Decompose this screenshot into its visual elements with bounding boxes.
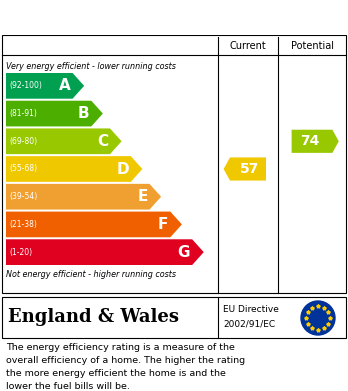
Text: (92-100): (92-100): [9, 81, 42, 90]
Text: B: B: [78, 106, 89, 121]
Text: (39-54): (39-54): [9, 192, 37, 201]
Polygon shape: [6, 184, 161, 210]
Polygon shape: [6, 239, 204, 265]
Text: 2002/91/EC: 2002/91/EC: [223, 319, 275, 328]
Text: F: F: [158, 217, 168, 232]
Text: 57: 57: [240, 162, 260, 176]
Text: Current: Current: [230, 41, 266, 51]
Text: England & Wales: England & Wales: [8, 308, 179, 326]
Polygon shape: [292, 130, 339, 153]
Text: Not energy efficient - higher running costs: Not energy efficient - higher running co…: [6, 270, 176, 279]
Text: 74: 74: [300, 134, 320, 148]
Text: Energy Efficiency Rating: Energy Efficiency Rating: [63, 10, 285, 25]
Text: EU Directive: EU Directive: [223, 305, 279, 314]
Text: (21-38): (21-38): [9, 220, 37, 229]
Polygon shape: [6, 73, 84, 99]
Polygon shape: [6, 212, 182, 237]
Text: Very energy efficient - lower running costs: Very energy efficient - lower running co…: [6, 62, 176, 71]
Text: (1-20): (1-20): [9, 248, 32, 256]
Text: A: A: [59, 78, 71, 93]
Polygon shape: [6, 101, 103, 126]
Text: (81-91): (81-91): [9, 109, 37, 118]
Text: Potential: Potential: [291, 41, 333, 51]
Text: C: C: [97, 134, 108, 149]
Polygon shape: [224, 158, 266, 181]
Text: G: G: [178, 245, 190, 260]
Circle shape: [301, 301, 335, 335]
Polygon shape: [6, 128, 121, 154]
Text: D: D: [116, 161, 129, 176]
Polygon shape: [6, 156, 142, 182]
Text: (69-80): (69-80): [9, 137, 37, 146]
Text: (55-68): (55-68): [9, 165, 37, 174]
Text: The energy efficiency rating is a measure of the
overall efficiency of a home. T: The energy efficiency rating is a measur…: [6, 343, 245, 391]
Text: E: E: [137, 189, 148, 204]
